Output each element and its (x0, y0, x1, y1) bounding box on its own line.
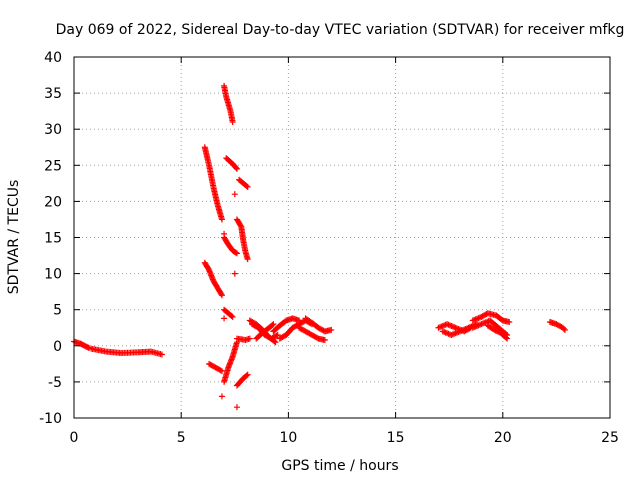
data-point (233, 250, 240, 257)
data-point (504, 335, 511, 342)
data-point (244, 256, 251, 263)
y-tick-label: 5 (53, 303, 62, 319)
data-point (221, 230, 228, 237)
data-point (229, 118, 236, 125)
data-point (321, 337, 328, 344)
y-tick-label: 20 (44, 194, 62, 210)
data-point (229, 313, 236, 320)
data-point (233, 165, 240, 172)
y-tick-label: 30 (44, 122, 62, 138)
y-tick-label: 25 (44, 158, 62, 174)
y-tick-label: 10 (44, 267, 62, 283)
y-tick-label: 0 (53, 339, 62, 355)
data-point (244, 183, 251, 190)
data-point (269, 322, 276, 329)
data-point (221, 315, 228, 322)
data-point (243, 372, 250, 379)
data-point (232, 249, 239, 256)
x-tick-label: 20 (494, 430, 512, 446)
data-point (231, 191, 238, 198)
data-point (231, 270, 238, 277)
data-point (506, 318, 513, 325)
x-axis-ticks: 0 5 10 15 20 25 (70, 57, 619, 446)
x-tick-label: 25 (601, 430, 619, 446)
data-point (228, 313, 235, 320)
data-point (233, 404, 240, 411)
data-point (271, 338, 278, 345)
y-tick-label: -10 (39, 411, 62, 427)
data-point (233, 164, 240, 171)
grid-lines (74, 57, 610, 418)
x-tick-label: 15 (387, 430, 405, 446)
data-point (560, 325, 567, 332)
x-tick-label: 10 (279, 430, 297, 446)
data-point (244, 371, 251, 378)
chart-title: Day 069 of 2022, Sidereal Day-to-day VTE… (56, 22, 625, 38)
x-axis-label: GPS time / hours (281, 458, 398, 474)
data-point (218, 393, 225, 400)
data-point (218, 216, 225, 223)
y-axis-ticks: -10 -5 0 5 10 15 20 25 30 35 40 (39, 50, 610, 427)
data-point (158, 351, 165, 358)
y-tick-label: 15 (44, 231, 62, 247)
data-points (71, 82, 568, 411)
data-point (218, 368, 225, 375)
data-point (503, 334, 510, 341)
data-point (561, 326, 568, 333)
data-point (243, 183, 250, 190)
x-tick-label: 0 (70, 430, 79, 446)
data-point (218, 291, 225, 298)
data-point (328, 326, 335, 333)
data-point (273, 332, 280, 339)
y-tick-label: -5 (48, 375, 62, 391)
data-point (246, 335, 253, 342)
data-point (274, 331, 281, 338)
data-point (218, 292, 225, 299)
y-axis-label: SDTVAR / TECUs (6, 180, 22, 295)
x-tick-label: 5 (177, 430, 186, 446)
data-point (270, 321, 277, 328)
data-point (217, 367, 224, 374)
y-tick-label: 35 (44, 86, 62, 102)
data-point (272, 339, 279, 346)
y-tick-label: 40 (44, 50, 62, 66)
data-point (237, 222, 244, 229)
